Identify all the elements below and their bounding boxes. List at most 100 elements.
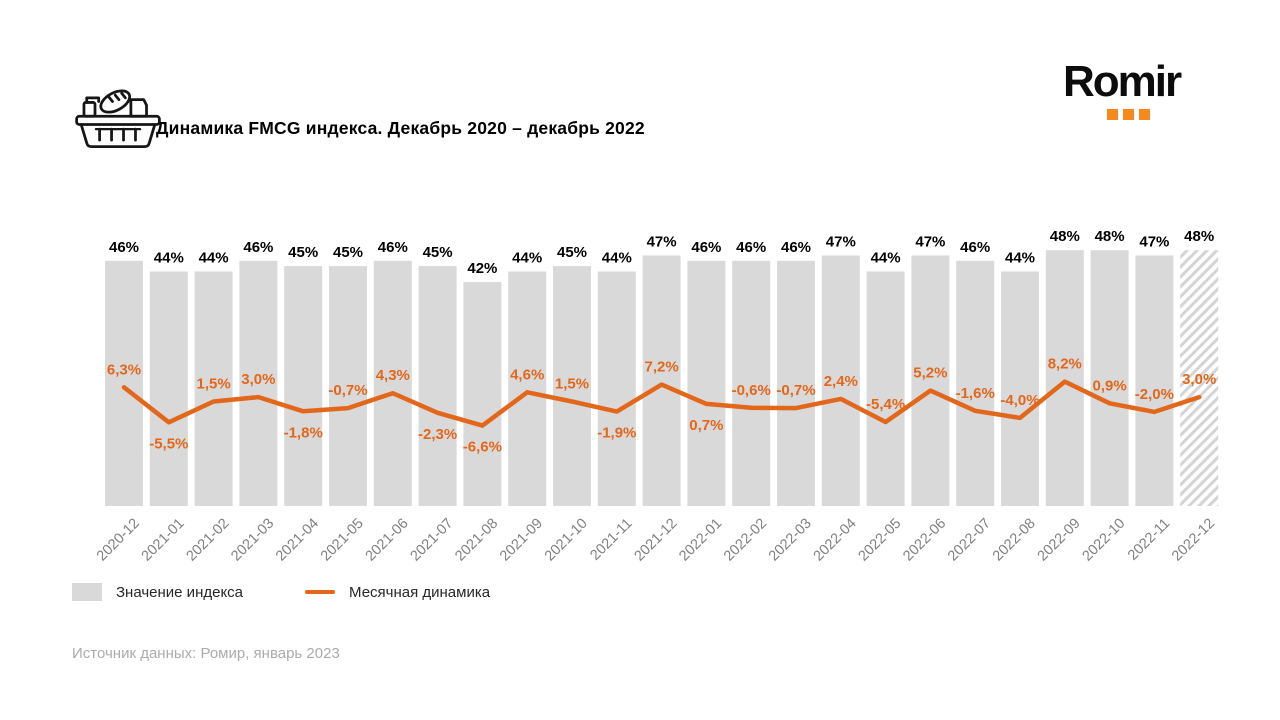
romir-logo-dots <box>1107 109 1150 120</box>
index-bar <box>149 271 188 506</box>
index-bar <box>284 266 323 506</box>
logo-dot <box>1107 109 1118 120</box>
line-value-label: -0,7% <box>776 382 815 399</box>
index-bar <box>911 255 950 506</box>
index-bar <box>642 255 681 506</box>
bars-group <box>105 250 1219 506</box>
x-axis-label: 2021-12 <box>631 516 680 565</box>
bar-value-label: 48% <box>1095 228 1125 245</box>
index-bar <box>105 260 143 506</box>
bar-value-label: 47% <box>647 234 677 251</box>
index-bar <box>821 255 860 506</box>
line-series-swatch <box>305 589 336 595</box>
line-value-label: 1,5% <box>196 376 230 393</box>
x-axis-label: 2022-01 <box>676 516 725 565</box>
line-value-label: -1,9% <box>597 425 636 442</box>
index-bar <box>1045 250 1084 506</box>
x-axis-label: 2021-10 <box>542 516 591 565</box>
bar-value-label: 45% <box>333 244 363 261</box>
index-bar <box>597 271 636 506</box>
x-axis-label: 2022-04 <box>811 516 860 565</box>
logo-dot <box>1123 109 1134 120</box>
line-value-label: 3,0% <box>1182 371 1216 388</box>
x-axis-label: 2021-06 <box>363 516 412 565</box>
x-axis-label: 2022-07 <box>945 516 994 565</box>
legend-item-index: Значение индекса <box>72 583 243 601</box>
x-axis-label: 2021-03 <box>228 516 277 565</box>
x-axis-label: 2022-05 <box>855 516 904 565</box>
bar-value-label: 44% <box>871 250 901 267</box>
index-bar <box>508 271 547 506</box>
x-axis-label: 2021-01 <box>139 516 188 565</box>
index-bar <box>1135 255 1174 506</box>
index-bar <box>777 260 815 506</box>
line-value-label: -5,5% <box>149 435 188 452</box>
index-bar <box>239 260 278 506</box>
x-axis-label: 2021-11 <box>587 516 635 564</box>
index-bar <box>418 266 457 506</box>
legend-label-index: Значение индекса <box>116 583 244 601</box>
bar-value-label: 48% <box>1050 228 1080 245</box>
line-value-label: 2,4% <box>824 373 858 390</box>
line-value-label: -6,6% <box>463 439 502 456</box>
bar-value-label: 46% <box>960 239 990 256</box>
x-axis-label: 2020-12 <box>94 516 143 565</box>
romir-logo-text: Romir <box>1063 57 1182 106</box>
index-bar <box>373 260 412 506</box>
index-bar <box>956 260 995 506</box>
bar-series-swatch <box>72 583 102 601</box>
line-value-label: 4,3% <box>376 367 410 384</box>
bar-value-label: 48% <box>1184 228 1214 245</box>
line-group <box>121 379 1202 428</box>
line-value-label: 5,2% <box>913 365 947 382</box>
index-bar <box>463 282 502 506</box>
line-value-label: 4,6% <box>510 366 544 383</box>
line-value-label: -4,0% <box>1000 392 1039 409</box>
bar-value-label: 42% <box>467 260 497 277</box>
bar-value-label: 47% <box>1139 234 1169 251</box>
legend: Значение индекса Месячная динамика <box>72 583 490 601</box>
x-axis-label: 2021-07 <box>407 516 456 565</box>
line-value-label: 3,0% <box>241 371 275 388</box>
bar-value-label: 46% <box>109 239 139 256</box>
index-bar <box>553 266 591 506</box>
bar-value-label: 46% <box>736 239 766 256</box>
bar-value-label: 44% <box>512 250 542 267</box>
line-value-label: -5,4% <box>866 396 905 413</box>
bar-value-label: 44% <box>154 250 184 267</box>
x-axis-label: 2022-10 <box>1079 516 1128 565</box>
romir-logo: Romir <box>1063 58 1213 128</box>
index-bar <box>194 271 233 506</box>
x-axis-label: 2022-08 <box>990 516 1039 565</box>
index-bar <box>329 266 367 506</box>
shopping-basket-icon <box>75 89 161 148</box>
hatched-forecast-bar <box>1180 250 1219 506</box>
page-title: Динамика FMCG индекса. Декабрь 2020 – де… <box>156 118 645 138</box>
index-bar <box>687 260 726 506</box>
x-axis-label: 2021-05 <box>318 516 367 565</box>
bar-value-label: 46% <box>378 239 408 256</box>
bar-value-label: 45% <box>557 244 587 261</box>
bar-value-label: 44% <box>1005 250 1035 267</box>
line-value-label: 0,7% <box>689 417 723 434</box>
x-axis-label: 2022-09 <box>1035 516 1084 565</box>
x-axis-label: 2021-09 <box>497 516 546 565</box>
legend-item-dynamics: Месячная динамика <box>305 584 490 601</box>
line-value-label: -1,8% <box>284 424 323 441</box>
line-value-label: -2,3% <box>418 426 457 443</box>
bar-value-label: 44% <box>199 250 229 267</box>
bar-value-label: 46% <box>691 239 721 256</box>
x-axis-label: 2021-04 <box>273 516 322 565</box>
line-value-label: 7,2% <box>644 359 678 376</box>
monthly-dynamics-line <box>121 379 1202 428</box>
line-value-label: 0,9% <box>1092 377 1126 394</box>
bar-value-label: 46% <box>781 239 811 256</box>
x-axis-label: 2022-06 <box>900 516 949 565</box>
bar-value-label: 45% <box>288 244 318 261</box>
line-value-label: -0,7% <box>328 382 367 399</box>
line-value-label: -0,6% <box>732 382 771 399</box>
x-axis-label: 2022-12 <box>1169 516 1218 565</box>
x-axis-label: 2022-03 <box>766 516 815 565</box>
